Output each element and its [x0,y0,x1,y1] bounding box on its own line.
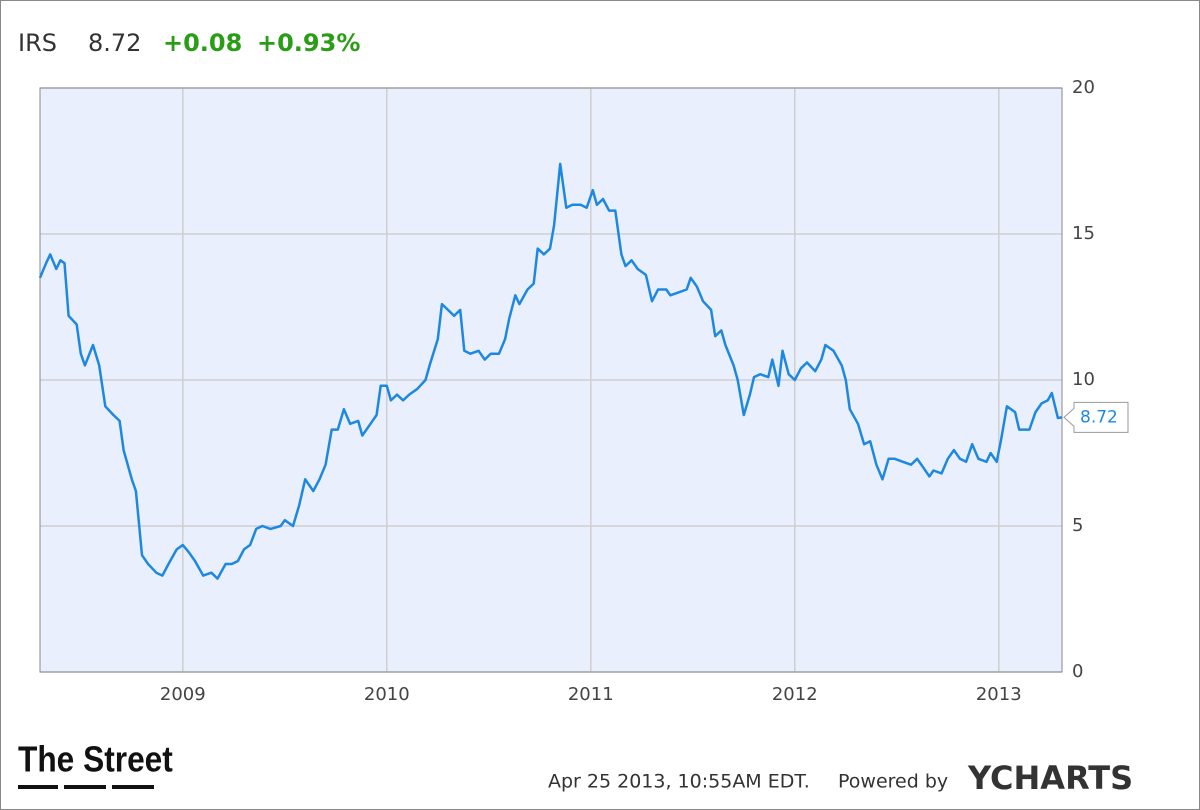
change: +0.08 [163,29,242,57]
y-tick-label: 20 [1072,77,1095,98]
y-tick-label: 0 [1072,661,1083,682]
y-tick-label: 5 [1072,515,1083,536]
y-tick-label: 15 [1072,223,1095,244]
price: 8.72 [88,29,141,57]
x-tick-label: 2010 [364,684,410,705]
timestamp: Apr 25 2013, 10:55AM EDT. [548,771,810,793]
x-tick-label: 2009 [160,684,206,705]
brand: The Street [18,740,173,780]
y-tick-label: 10 [1072,369,1095,390]
x-tick-label: 2012 [772,684,818,705]
x-tick-label: 2013 [976,684,1022,705]
provider: YCHARTS [967,759,1133,797]
brand-rule [112,785,154,789]
powered-by: Powered by [838,771,948,793]
x-tick-label: 2011 [568,684,614,705]
change-percent: +0.93% [257,29,360,57]
last-value-callout [1063,401,1129,433]
plot-border [39,87,1063,673]
brand-rule [18,785,58,789]
symbol: IRS [18,29,57,57]
brand-rule [64,785,106,789]
price-line [38,162,1063,580]
last-value-label: 8.72 [1080,407,1118,427]
